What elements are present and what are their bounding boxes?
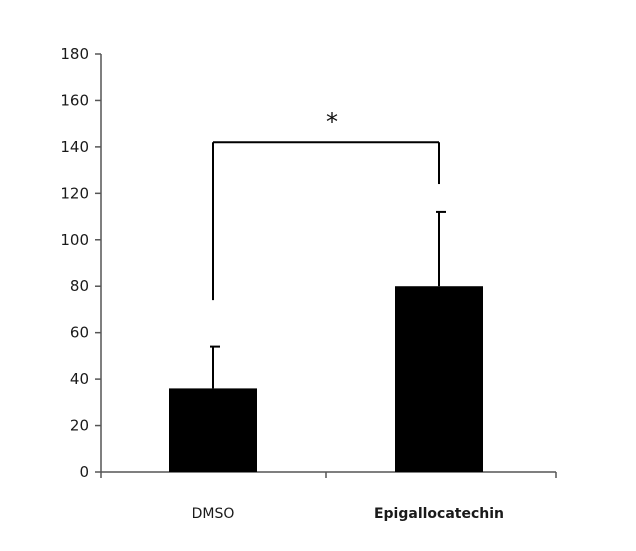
y-tick-label: 100 xyxy=(60,231,89,249)
y-tick-label: 60 xyxy=(70,324,89,342)
significance-annotation: * xyxy=(212,108,440,301)
significance-star: * xyxy=(326,108,338,136)
x-tick-label: Epigallocatechin xyxy=(374,506,504,522)
bar-dmso xyxy=(169,388,257,472)
axes: 0 20 40 60 80 100 120 140 160 180 xyxy=(60,45,557,481)
y-tick-label: 0 xyxy=(79,463,89,481)
y-tick-label: 140 xyxy=(60,138,89,156)
x-tick-label: DMSO xyxy=(192,506,235,522)
y-tick-label: 160 xyxy=(60,91,89,109)
y-tick-label: 120 xyxy=(60,184,89,202)
category-labels: DMSO Epigallocatechin xyxy=(192,506,504,522)
y-tick-label: 180 xyxy=(60,45,89,63)
y-tick-label: 20 xyxy=(70,417,89,435)
bars xyxy=(169,286,483,472)
y-tick-label: 80 xyxy=(70,277,89,295)
bar-epigallocatechin xyxy=(395,286,483,472)
y-tick-label: 40 xyxy=(70,370,89,388)
error-bars xyxy=(210,210,446,389)
